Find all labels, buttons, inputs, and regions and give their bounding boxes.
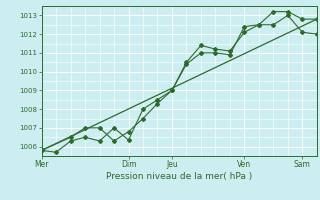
X-axis label: Pression niveau de la mer( hPa ): Pression niveau de la mer( hPa ) (106, 172, 252, 181)
